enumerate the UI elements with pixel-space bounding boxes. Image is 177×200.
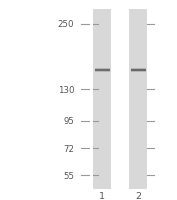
Text: 2: 2 (135, 192, 141, 200)
Text: 130: 130 (58, 85, 74, 94)
Text: 1: 1 (99, 192, 105, 200)
Bar (93, 10, 111, 189)
Text: 95: 95 (64, 117, 74, 126)
Text: 250: 250 (58, 20, 74, 29)
Text: 55: 55 (63, 171, 74, 180)
Bar (129, 10, 147, 189)
Text: 72: 72 (63, 144, 74, 153)
